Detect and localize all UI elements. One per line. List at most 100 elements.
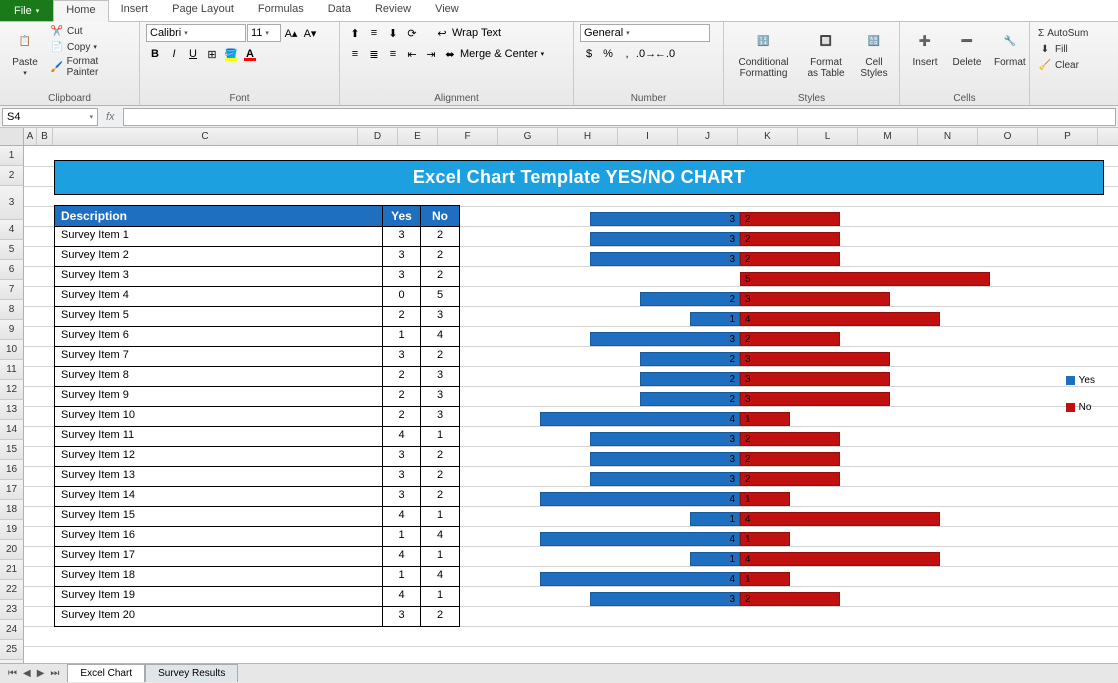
cell-yes[interactable]: 4 (383, 427, 421, 446)
cell-description[interactable]: Survey Item 2 (55, 247, 383, 266)
row-header-2[interactable]: 2 (0, 166, 24, 186)
cell-yes[interactable]: 3 (383, 267, 421, 286)
cell-yes[interactable]: 3 (383, 607, 421, 626)
row-header-24[interactable]: 24 (0, 620, 24, 640)
cut-button[interactable]: ✂️Cut (48, 24, 133, 38)
orientation-button[interactable]: ⟳ (403, 24, 421, 42)
row-header-9[interactable]: 9 (0, 320, 24, 340)
format-as-table-button[interactable]: 🔲Format as Table (801, 24, 851, 81)
cell-no[interactable]: 2 (421, 607, 459, 626)
col-header-H[interactable]: H (558, 128, 618, 145)
row-header-8[interactable]: 8 (0, 300, 24, 320)
cell-description[interactable]: Survey Item 17 (55, 547, 383, 566)
cell-no[interactable]: 4 (421, 327, 459, 346)
row-header-18[interactable]: 18 (0, 500, 24, 520)
col-header-A[interactable]: A (24, 128, 37, 145)
format-painter-button[interactable]: 🖌️Format Painter (48, 56, 133, 78)
cell-no[interactable]: 3 (421, 407, 459, 426)
col-header-D[interactable]: D (358, 128, 398, 145)
cell-no[interactable]: 2 (421, 247, 459, 266)
cell-description[interactable]: Survey Item 5 (55, 307, 383, 326)
cell-no[interactable]: 1 (421, 587, 459, 606)
sheet-nav-next[interactable]: ▶ (37, 668, 45, 679)
cell-no[interactable]: 3 (421, 367, 459, 386)
row-header-5[interactable]: 5 (0, 240, 24, 260)
cell-yes[interactable]: 4 (383, 587, 421, 606)
file-tab[interactable]: File (0, 0, 53, 21)
col-header-B[interactable]: B (37, 128, 53, 145)
cell-description[interactable]: Survey Item 4 (55, 287, 383, 306)
cell-description[interactable]: Survey Item 19 (55, 587, 383, 606)
cell-no[interactable]: 2 (421, 487, 459, 506)
delete-cells-button[interactable]: ➖Delete (948, 24, 986, 70)
cell-yes[interactable]: 1 (383, 527, 421, 546)
align-left-button[interactable]: ≡ (346, 45, 364, 63)
cell-description[interactable]: Survey Item 3 (55, 267, 383, 286)
cell-no[interactable]: 2 (421, 447, 459, 466)
col-header-C[interactable]: C (53, 128, 358, 145)
percent-button[interactable]: % (599, 45, 617, 63)
border-button[interactable]: ⊞ (203, 45, 221, 63)
col-header-G[interactable]: G (498, 128, 558, 145)
ribbon-tab-home[interactable]: Home (53, 0, 108, 22)
fill-button[interactable]: ⬇Fill (1036, 42, 1084, 56)
row-header-13[interactable]: 13 (0, 400, 24, 420)
row-header-14[interactable]: 14 (0, 420, 24, 440)
comma-button[interactable]: , (618, 45, 636, 63)
cell-yes[interactable]: 4 (383, 507, 421, 526)
fill-color-button[interactable]: 🪣 (222, 45, 240, 63)
paste-button[interactable]: 📋 Paste ▾ (6, 24, 44, 79)
align-middle-button[interactable]: ≡ (365, 24, 383, 42)
copy-button[interactable]: 📄Copy▾ (48, 40, 133, 54)
sheet-nav-first[interactable]: ⏮ (8, 668, 17, 679)
col-header-E[interactable]: E (398, 128, 438, 145)
indent-inc-button[interactable]: ⇥ (422, 45, 440, 63)
cell-description[interactable]: Survey Item 18 (55, 567, 383, 586)
sheet-nav-last[interactable]: ⏭ (50, 668, 59, 679)
ribbon-tab-view[interactable]: View (423, 0, 471, 21)
grow-font-button[interactable]: A▴ (282, 24, 300, 42)
cell-yes[interactable]: 3 (383, 247, 421, 266)
row-header-19[interactable]: 19 (0, 520, 24, 540)
cell-yes[interactable]: 1 (383, 567, 421, 586)
cell-yes[interactable]: 3 (383, 487, 421, 506)
cell-description[interactable]: Survey Item 14 (55, 487, 383, 506)
col-header-O[interactable]: O (978, 128, 1038, 145)
cell-description[interactable]: Survey Item 1 (55, 227, 383, 246)
cell-description[interactable]: Survey Item 20 (55, 607, 383, 626)
inc-decimal-button[interactable]: .0→ (637, 45, 655, 63)
align-top-button[interactable]: ⬆ (346, 24, 364, 42)
cell-description[interactable]: Survey Item 12 (55, 447, 383, 466)
autosum-button[interactable]: ΣAutoSum (1036, 26, 1084, 40)
ribbon-tab-formulas[interactable]: Formulas (246, 0, 316, 21)
row-header-20[interactable]: 20 (0, 540, 24, 560)
font-name-select[interactable]: Calibri (146, 24, 246, 42)
sheet-tab-excel-chart[interactable]: Excel Chart (67, 664, 145, 682)
cell-description[interactable]: Survey Item 15 (55, 507, 383, 526)
align-center-button[interactable]: ≣ (365, 45, 383, 63)
dec-decimal-button[interactable]: ←.0 (656, 45, 674, 63)
clear-button[interactable]: 🧹Clear (1036, 58, 1084, 72)
cell-description[interactable]: Survey Item 16 (55, 527, 383, 546)
insert-cells-button[interactable]: ➕Insert (906, 24, 944, 70)
number-format-select[interactable]: General (580, 24, 710, 42)
cell-yes[interactable]: 3 (383, 347, 421, 366)
cell-no[interactable]: 3 (421, 387, 459, 406)
row-header-3[interactable]: 3 (0, 186, 24, 220)
cell-yes[interactable]: 4 (383, 547, 421, 566)
cell-no[interactable]: 3 (421, 307, 459, 326)
cell-yes[interactable]: 2 (383, 307, 421, 326)
select-all-corner[interactable] (0, 128, 24, 146)
cell-no[interactable]: 2 (421, 267, 459, 286)
row-header-23[interactable]: 23 (0, 600, 24, 620)
row-header-10[interactable]: 10 (0, 340, 24, 360)
row-header-25[interactable]: 25 (0, 640, 24, 660)
col-header-F[interactable]: F (438, 128, 498, 145)
ribbon-tab-page-layout[interactable]: Page Layout (160, 0, 246, 21)
row-header-7[interactable]: 7 (0, 280, 24, 300)
cell-no[interactable]: 1 (421, 507, 459, 526)
underline-button[interactable]: U (184, 45, 202, 63)
sheet-tab-survey-results[interactable]: Survey Results (145, 664, 238, 682)
name-box[interactable]: S4 (2, 108, 98, 126)
cell-no[interactable]: 2 (421, 347, 459, 366)
